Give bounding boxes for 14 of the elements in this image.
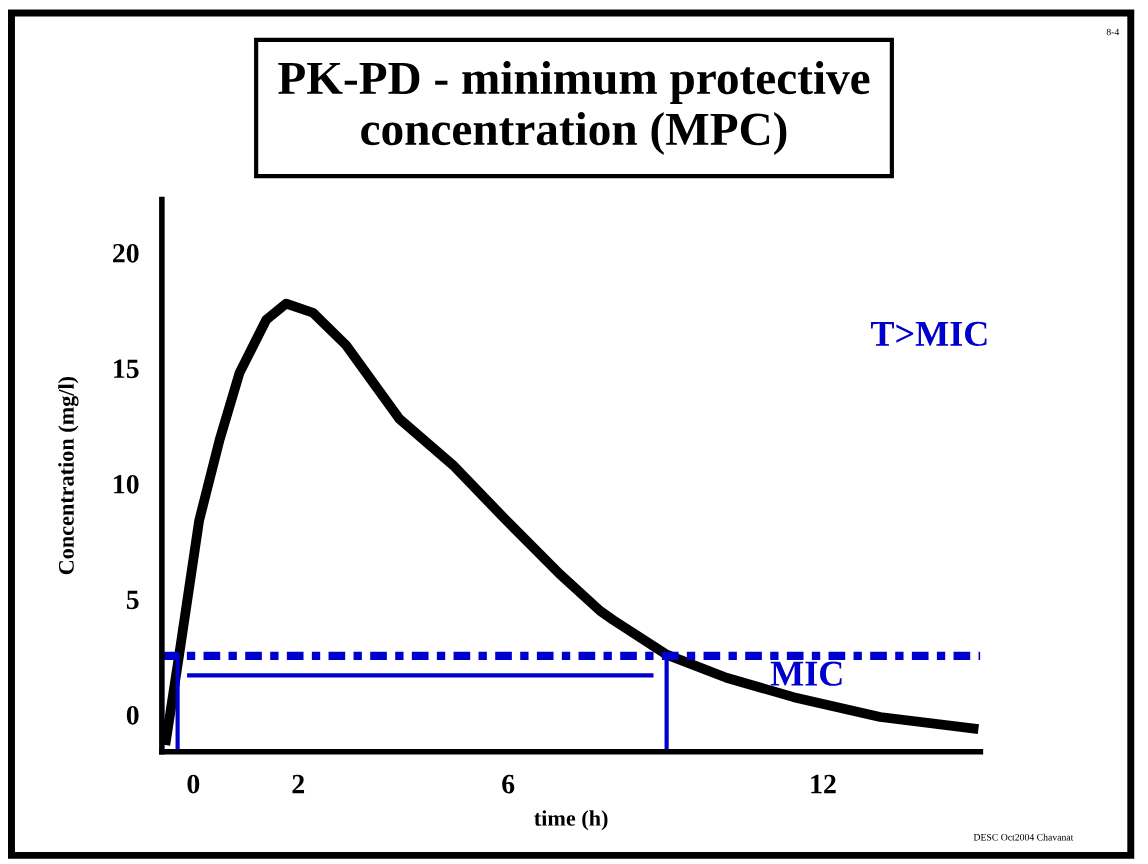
x-tick-label: 2 <box>292 774 305 794</box>
ref-line-label: MIC <box>770 661 842 686</box>
y-tick-label: 20 <box>113 243 139 263</box>
annotation: T>MIC <box>871 321 987 346</box>
x-axis-title: time (h) <box>534 810 608 831</box>
x-tick-label: 6 <box>502 774 515 794</box>
y-tick-label: 15 <box>114 359 139 379</box>
y-tick-label: 0 <box>126 705 139 725</box>
x-tick-label: 0 <box>187 774 200 794</box>
y-axis-title: Concentration (mg/l) <box>58 376 79 575</box>
x-tick-label: 12 <box>811 774 836 794</box>
y-tick-label: 10 <box>114 474 139 494</box>
chart-title: PK-PD - minimum protective concentration (MPC) <box>278 61 870 155</box>
y-tick-label: 5 <box>126 590 139 610</box>
